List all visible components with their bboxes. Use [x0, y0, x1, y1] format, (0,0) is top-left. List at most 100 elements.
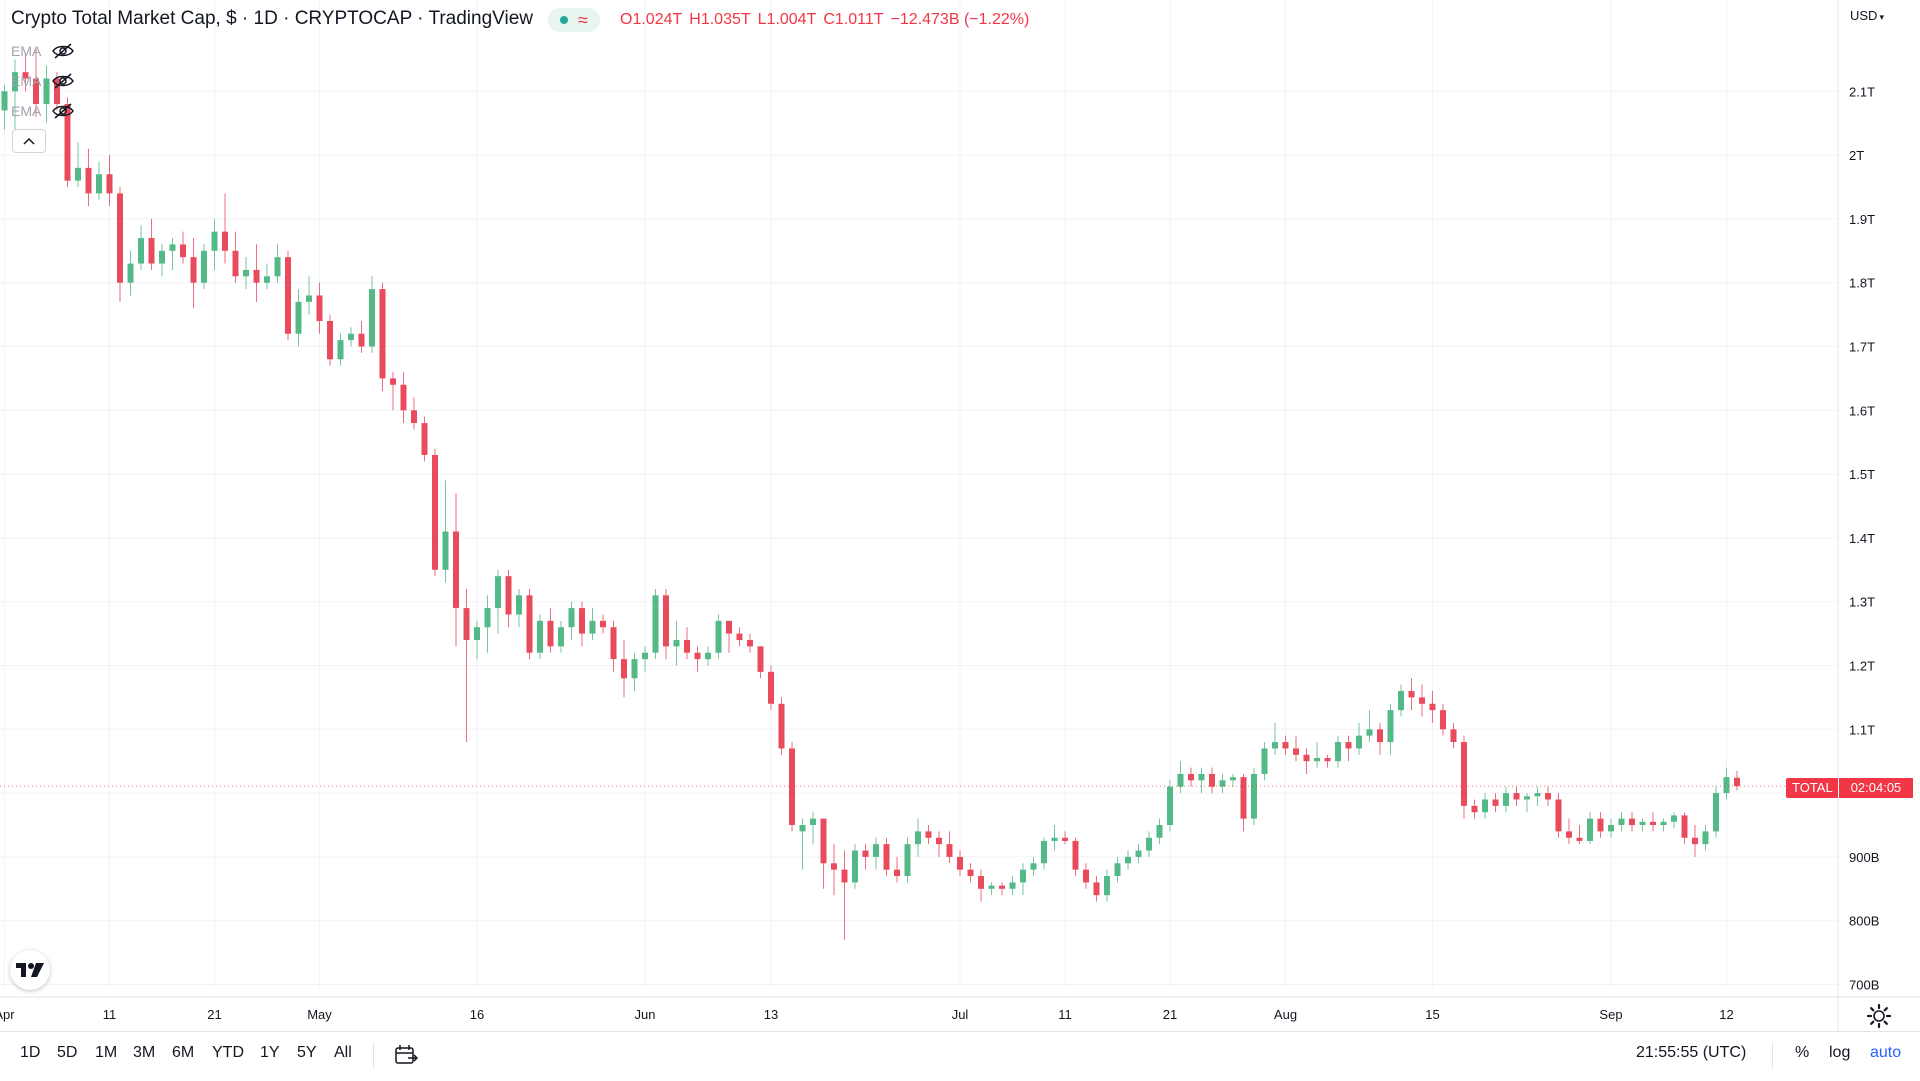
- auto-scale-toggle[interactable]: auto: [1870, 1044, 1902, 1061]
- candle-body: [1030, 863, 1037, 870]
- tradingview-logo[interactable]: [10, 950, 50, 990]
- candle: [390, 372, 396, 411]
- timeframe-1d-button[interactable]: 1D: [20, 1044, 41, 1061]
- candle-body: [190, 257, 197, 283]
- candle: [453, 493, 459, 647]
- candle-body: [1608, 825, 1614, 832]
- log-scale-toggle[interactable]: log: [1829, 1044, 1851, 1061]
- candle: [1167, 780, 1173, 832]
- candle-body: [715, 620, 722, 653]
- eye-off-icon[interactable]: [51, 42, 75, 60]
- candle: [1251, 767, 1257, 825]
- candle-body: [894, 869, 900, 877]
- price-axis[interactable]: 700B 800B 900B 1.1T 1.2T 1.3T 1.4T 1.5T 1.6T 1.7T…: [1849, 84, 1879, 992]
- time-tick-label: 12: [1719, 1007, 1733, 1022]
- candle-body: [883, 844, 890, 870]
- indicator-ema-2[interactable]: EMA: [11, 70, 75, 92]
- timeframe-1y-button[interactable]: 1Y: [260, 1044, 280, 1061]
- candle: [1230, 773, 1236, 787]
- candle: [631, 652, 638, 692]
- candle-body: [1440, 710, 1446, 730]
- indicator-ema-1[interactable]: EMA: [11, 40, 75, 62]
- candle: [1545, 786, 1551, 806]
- candle-body: [1314, 758, 1320, 762]
- candle-body: [1167, 786, 1173, 825]
- candle: [1209, 767, 1215, 794]
- price-tick-label: 800B: [1849, 914, 1879, 929]
- candle: [978, 869, 984, 902]
- candle-body: [138, 238, 144, 264]
- timeframe-all-button[interactable]: All: [334, 1044, 352, 1061]
- candle: [400, 372, 407, 424]
- candle: [1366, 710, 1373, 743]
- candle-body: [232, 250, 239, 277]
- timeframe-1m-button[interactable]: 1M: [95, 1044, 118, 1061]
- candle-body: [1177, 773, 1184, 787]
- market-status-badge[interactable]: ≈: [548, 8, 600, 32]
- candle-body: [1702, 831, 1709, 845]
- candle-body: [1492, 799, 1499, 806]
- candle-body: [1692, 837, 1698, 845]
- candle-body: [348, 333, 354, 341]
- currency-selector[interactable]: USD ▾: [1850, 8, 1884, 23]
- candle: [999, 882, 1005, 896]
- candle: [169, 238, 176, 270]
- candle: [715, 614, 722, 660]
- candle-body: [264, 276, 270, 283]
- time-tick-label: 16: [470, 1007, 484, 1022]
- candle: [1408, 678, 1415, 711]
- candle-body: [747, 639, 753, 647]
- candle-body: [757, 646, 764, 672]
- candle-body: [600, 620, 606, 628]
- timeframe-6m-button[interactable]: 6M: [172, 1044, 195, 1061]
- eye-off-icon[interactable]: [51, 102, 75, 120]
- time-axis[interactable]: Apr 11 21 May 16 Jun 13 Jul 11 21 Aug 15 Sep 12: [0, 1007, 1734, 1022]
- time-tick-label: May: [307, 1007, 332, 1022]
- candle: [757, 646, 764, 679]
- indicator-ema-3[interactable]: EMA: [11, 100, 75, 122]
- candle-body: [1293, 748, 1299, 755]
- candle: [873, 837, 879, 870]
- candle: [1734, 770, 1740, 791]
- candle: [589, 608, 596, 640]
- candle: [957, 850, 963, 877]
- candle-body: [999, 885, 1005, 889]
- candle: [600, 614, 606, 634]
- candle: [663, 588, 669, 660]
- timeframe-5y-button[interactable]: 5Y: [297, 1044, 317, 1061]
- eye-off-icon[interactable]: [51, 72, 75, 90]
- candle-body: [988, 885, 995, 889]
- candle-body: [1356, 735, 1362, 749]
- candle: [190, 238, 197, 309]
- go-to-date-icon[interactable]: [394, 1044, 418, 1066]
- timeframe-ytd-button[interactable]: YTD: [212, 1044, 244, 1061]
- chart-canvas[interactable]: 700B 800B 900B 1.1T 1.2T 1.3T 1.4T 1.5T 1.6T 1.7T…: [0, 0, 1920, 1031]
- candle-body: [1188, 773, 1194, 781]
- price-tick-label: 1.4T: [1849, 531, 1875, 546]
- candle-body: [1345, 742, 1352, 749]
- candle: [379, 282, 386, 392]
- candle: [1125, 850, 1131, 870]
- candle: [726, 620, 732, 653]
- candle-body: [526, 595, 533, 653]
- utc-clock[interactable]: 21:55:55 (UTC): [1636, 1044, 1747, 1061]
- gear-icon[interactable]: [1866, 1003, 1892, 1029]
- timeframe-3m-button[interactable]: 3M: [133, 1044, 156, 1061]
- candle: [369, 276, 375, 353]
- candle: [274, 244, 281, 283]
- percent-scale-toggle[interactable]: %: [1795, 1044, 1810, 1061]
- ohlc-legend: O1.024T H1.035T L1.004T C1.011T −12.473B (−1…: [620, 11, 1036, 29]
- candle-body: [222, 231, 228, 251]
- candle: [988, 882, 995, 896]
- candle-body: [463, 608, 470, 640]
- candle: [463, 588, 470, 743]
- timeframe-5d-button[interactable]: 5D: [57, 1044, 78, 1061]
- candle-body: [285, 257, 291, 334]
- candle-body: [841, 869, 848, 883]
- candle: [85, 148, 92, 207]
- time-tick-label: 13: [764, 1007, 778, 1022]
- candle: [232, 231, 239, 283]
- candle-body: [768, 671, 774, 704]
- candle-body: [484, 608, 491, 628]
- collapse-indicators-button[interactable]: [12, 129, 46, 153]
